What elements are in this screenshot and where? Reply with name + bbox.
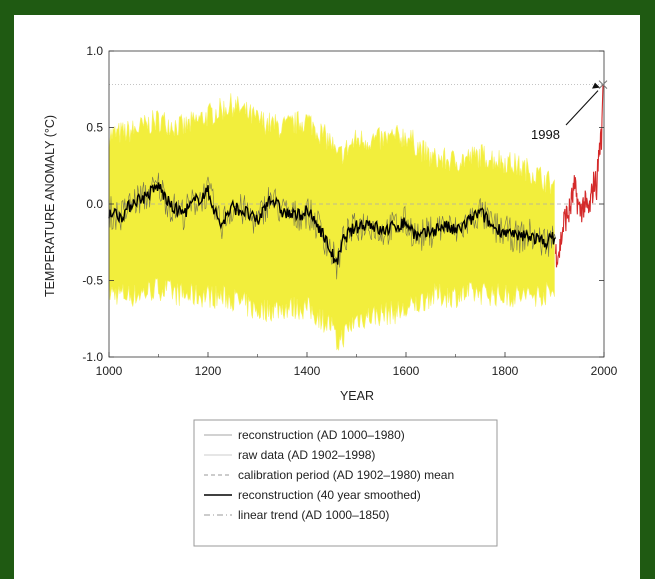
legend: reconstruction (AD 1000–1980) raw data (A… bbox=[193, 419, 498, 547]
x-tick-label: 1000 bbox=[96, 364, 123, 378]
legend-label: linear trend (AD 1000–1850) bbox=[238, 508, 389, 522]
uncertainty-band bbox=[108, 93, 555, 351]
x-tick-label: 1600 bbox=[393, 364, 420, 378]
reconstruction-line bbox=[108, 172, 556, 280]
y-tick-label: -0.5 bbox=[82, 274, 103, 288]
y-tick-label: 0.0 bbox=[86, 197, 103, 211]
axes: 1000 1200 1400 1600 1800 2000 1.0 0.5 0.0 -0.5 -1.… bbox=[82, 44, 617, 378]
annotation-1998: 1998 bbox=[531, 80, 608, 142]
y-axis-title: TEMPERATURE ANOMALY (°C) bbox=[43, 115, 57, 297]
temperature-chart: 1000 1200 1400 1600 1800 2000 1.0 0.5 0.0 -0.5 -1.… bbox=[43, 44, 618, 547]
y-tick-label: -1.0 bbox=[82, 350, 103, 364]
y-tick-label: 1.0 bbox=[86, 44, 103, 58]
smoothed-reconstruction-line bbox=[108, 182, 557, 265]
annotation-marker bbox=[598, 80, 608, 90]
legend-label: reconstruction (AD 1000–1980) bbox=[238, 428, 405, 442]
raw-data-line bbox=[554, 84, 604, 268]
annotation-arrowhead bbox=[592, 82, 601, 89]
x-axis-title: YEAR bbox=[340, 389, 374, 403]
x-tick-label: 1800 bbox=[492, 364, 519, 378]
legend-label: raw data (AD 1902–1998) bbox=[238, 448, 375, 462]
x-tick-label: 1200 bbox=[195, 364, 222, 378]
x-tick-label: 1400 bbox=[294, 364, 321, 378]
legend-label: reconstruction (40 year smoothed) bbox=[238, 488, 421, 502]
y-tick-label: 0.5 bbox=[86, 121, 103, 135]
plot-area bbox=[108, 84, 604, 351]
legend-label: calibration period (AD 1902–1980) mean bbox=[238, 468, 454, 482]
annotation-label: 1998 bbox=[531, 127, 560, 142]
figure-frame: 1000 1200 1400 1600 1800 2000 1.0 0.5 0.0 -0.5 -1.… bbox=[14, 15, 640, 579]
legend-box bbox=[193, 419, 498, 547]
x-tick-label: 2000 bbox=[591, 364, 618, 378]
annotation-arrow bbox=[565, 90, 599, 126]
